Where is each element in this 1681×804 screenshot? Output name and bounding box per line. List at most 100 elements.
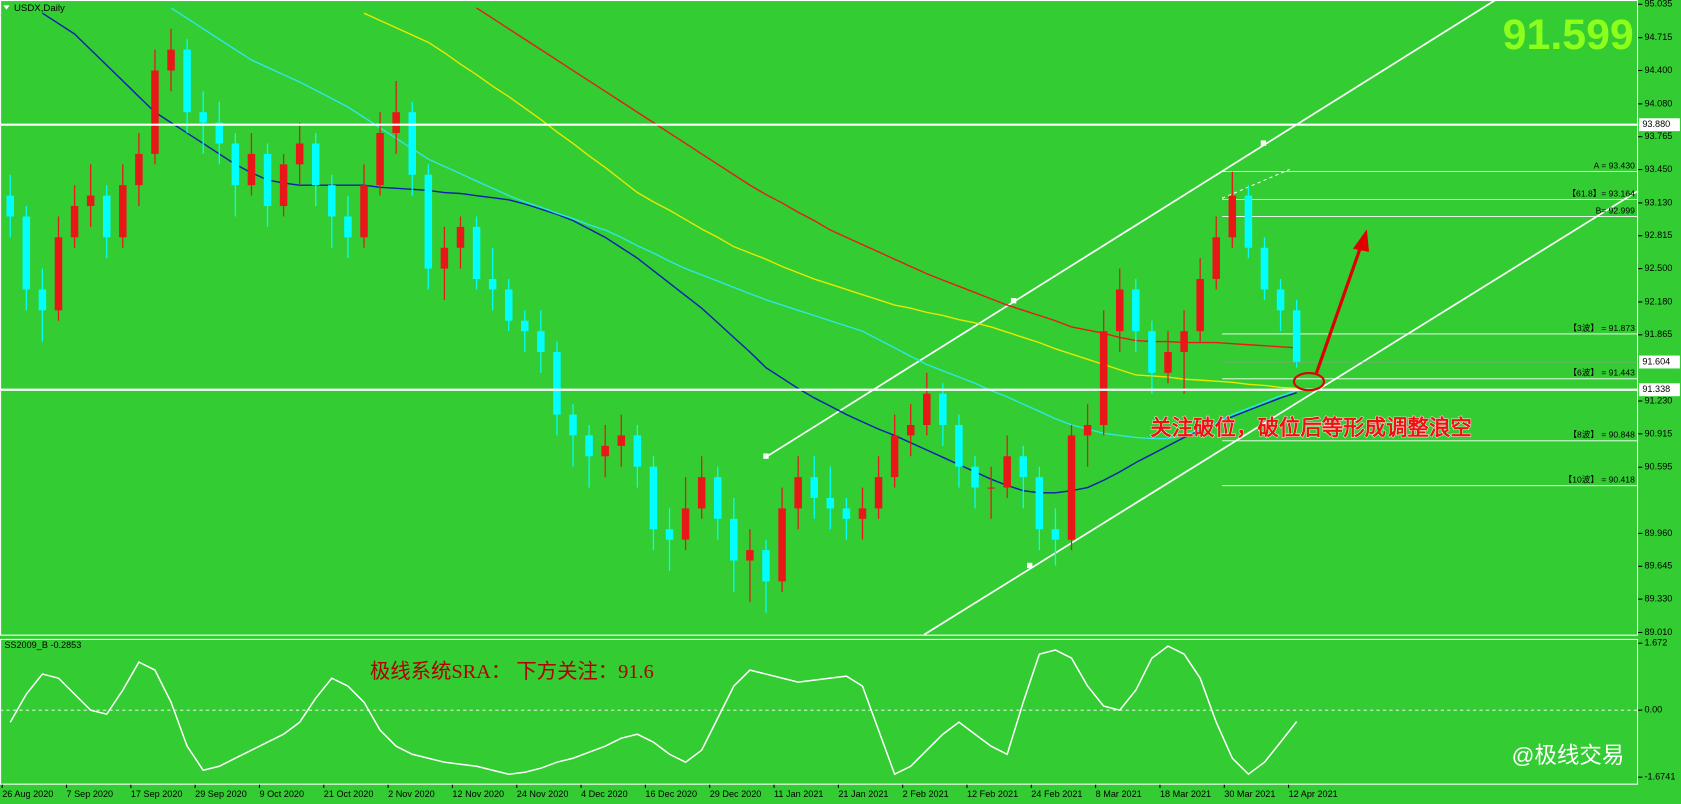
last-price-label: 91.604 [1642, 356, 1670, 366]
candle-body [263, 153, 272, 207]
y-tick-label: 91.230 [1645, 395, 1673, 405]
y-tick-label: 93.765 [1645, 131, 1673, 141]
candle-body [135, 153, 143, 186]
x-tick-label: 24 Nov 2020 [517, 789, 569, 799]
candle-body [295, 143, 304, 165]
candle-body [569, 414, 577, 436]
channel-lower [923, 190, 1639, 636]
x-tick-label: 8 Mar 2021 [1096, 789, 1142, 799]
candle-body [842, 508, 851, 519]
anchor [763, 453, 769, 459]
candle-body [601, 445, 609, 457]
candle-body [22, 216, 31, 290]
watermark: @极线交易 [1512, 743, 1625, 768]
candle-body [199, 112, 207, 123]
x-tick-label: 29 Sep 2020 [195, 789, 247, 799]
y-tick-label: 92.500 [1645, 263, 1673, 273]
last-price-box [1639, 355, 1680, 369]
candle-body [54, 237, 63, 311]
level-label: 【6波】 = 91.443 [1568, 367, 1635, 378]
candle-body [1116, 289, 1124, 332]
candle-body [392, 112, 400, 134]
candle-body [697, 477, 706, 509]
candle-body [247, 153, 256, 186]
x-tick-label: 18 Mar 2021 [1160, 789, 1211, 799]
candle-body [714, 477, 722, 519]
candle-body [488, 279, 497, 290]
candle-body [1003, 456, 1011, 488]
candle-body [1276, 289, 1285, 311]
candle-body [794, 477, 802, 509]
candle-body [649, 466, 658, 530]
candle-body [826, 497, 835, 509]
candle-body [537, 331, 545, 353]
channel-anchors [763, 140, 1267, 569]
oscillator-annotation: 极线系统SRA： 下方关注：91.6 [370, 660, 654, 683]
candle-body [810, 477, 818, 498]
chart-title: USDX,Daily [14, 3, 65, 14]
candle-body [1164, 352, 1172, 373]
x-tick-label: 7 Sep 2020 [67, 789, 114, 799]
candle-body [312, 143, 320, 186]
level-label: 【10波】 = 90.418 [1564, 474, 1635, 485]
candle-body [874, 477, 883, 509]
candle-body [215, 122, 224, 144]
candle-body [778, 508, 786, 582]
line [363, 12, 1297, 390]
channel-lines [766, 0, 1639, 636]
candle-body [1196, 279, 1204, 332]
candle-body [1228, 195, 1237, 238]
candle-body [1212, 237, 1220, 280]
candle-body [1051, 529, 1060, 540]
candle-body [504, 289, 513, 321]
level-label: B= 92.999 [1596, 205, 1636, 215]
arrow-head [1352, 229, 1369, 252]
y-tick-label: 91.865 [1645, 329, 1673, 339]
candle-body [939, 393, 947, 425]
candle-body [344, 216, 352, 238]
candle-body [553, 352, 561, 415]
candle-body [183, 49, 191, 113]
candle-body [1099, 331, 1108, 425]
arrow-shaft [1314, 243, 1364, 374]
candle-body [472, 226, 481, 280]
candle-body [681, 508, 690, 540]
x-tick-label: 24 Feb 2021 [1031, 789, 1082, 799]
x-tick-label: 9 Oct 2020 [259, 789, 304, 799]
line [170, 7, 1297, 440]
candle-body [231, 143, 240, 186]
y-tick-label: -1.6741 [1645, 772, 1676, 782]
candle-body [38, 289, 47, 311]
candle-body [1260, 247, 1269, 290]
main-panel-frame [0, 0, 1639, 636]
red-arrow [1292, 229, 1369, 392]
candle-body [955, 424, 963, 467]
y-tick-label: 92.180 [1645, 296, 1673, 306]
channel-upper [766, 0, 1496, 458]
bid-label: 91.599 [1503, 11, 1634, 59]
candle-body [86, 195, 95, 207]
candle-body [102, 195, 111, 238]
menu-triangle [3, 5, 10, 10]
candle-body [1244, 195, 1253, 248]
anchor [1027, 562, 1033, 569]
x-tick-label: 12 Nov 2020 [452, 789, 504, 799]
candle-body [987, 487, 995, 489]
anchor [1260, 140, 1267, 146]
candle-body [1292, 310, 1301, 363]
candle-body [521, 320, 529, 332]
candle-body [1035, 477, 1044, 530]
x-tick-label: 2 Feb 2021 [903, 789, 949, 799]
x-tick-label: 4 Dec 2020 [581, 789, 628, 799]
y-tick-label: 94.715 [1645, 32, 1673, 42]
x-tick-label: 21 Oct 2020 [324, 789, 374, 799]
candle-body [1019, 456, 1028, 478]
candle-body [585, 435, 593, 457]
candle-body [376, 133, 384, 186]
y-tick-label: 90.595 [1645, 462, 1673, 472]
y-tick-label: 0.00 [1645, 705, 1663, 715]
level-label: 【3波】 = 91.873 [1568, 322, 1635, 333]
y-tick-label: 89.010 [1645, 627, 1673, 637]
candle-body [923, 393, 931, 425]
